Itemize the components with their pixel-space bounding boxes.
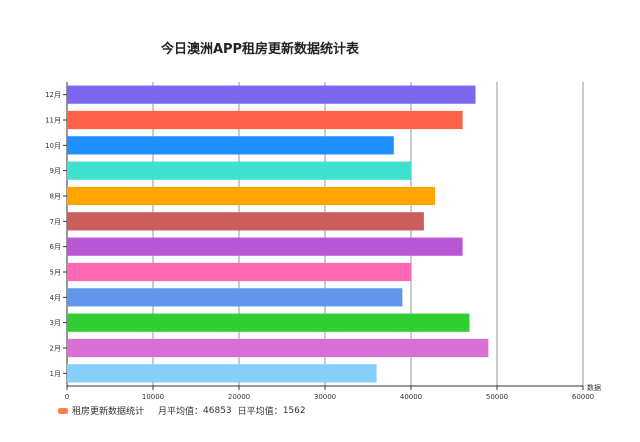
x-axis-label: 数据 bbox=[587, 383, 601, 392]
x-tick-label: 60000 bbox=[572, 393, 594, 401]
legend: 租房更新数据统计 月平均值： 46853 日平均值： 1562 bbox=[58, 404, 306, 417]
daily-avg-value: 1562 bbox=[282, 405, 306, 416]
y-tick-label: 7月 bbox=[50, 218, 61, 226]
y-tick-label: 6月 bbox=[50, 243, 61, 251]
y-tick-label: 11月 bbox=[45, 117, 61, 125]
bar-9[interactable] bbox=[67, 161, 411, 180]
bar-8[interactable] bbox=[67, 186, 436, 206]
x-tick-label: 10000 bbox=[142, 393, 164, 401]
monthly-avg-value: 46853 bbox=[203, 405, 232, 416]
bar-2[interactable] bbox=[67, 338, 489, 358]
y-tick-label: 3月 bbox=[50, 319, 61, 327]
y-tick-label: 12月 bbox=[45, 91, 61, 99]
bar-3[interactable] bbox=[67, 313, 470, 332]
y-tick-label: 8月 bbox=[50, 193, 61, 201]
x-tick-label: 20000 bbox=[228, 393, 250, 401]
y-tick-label: 10月 bbox=[45, 142, 61, 150]
y-tick-label: 4月 bbox=[50, 294, 61, 302]
daily-avg-label: 日平均值： bbox=[237, 407, 283, 417]
x-tick-label: 30000 bbox=[314, 393, 336, 401]
legend-swatch bbox=[58, 407, 68, 414]
bar-12[interactable] bbox=[67, 85, 476, 104]
x-tick-label: 0 bbox=[65, 393, 69, 401]
bar-1[interactable] bbox=[67, 364, 377, 383]
y-tick-label: 2月 bbox=[50, 345, 61, 353]
legend-label[interactable]: 租房更新数据统计 bbox=[72, 407, 145, 417]
bar-10[interactable] bbox=[67, 136, 394, 155]
y-tick-label: 1月 bbox=[50, 370, 61, 378]
bar-11[interactable] bbox=[67, 110, 463, 130]
bar-4[interactable] bbox=[67, 288, 403, 307]
x-tick-label: 50000 bbox=[486, 393, 508, 401]
bar-6[interactable] bbox=[67, 237, 463, 256]
bar-7[interactable] bbox=[67, 212, 424, 231]
y-tick-label: 5月 bbox=[50, 269, 61, 277]
y-tick-label: 9月 bbox=[50, 167, 61, 175]
chart-title: 今日澳洲APP租房更新数据统计表 bbox=[160, 42, 360, 57]
monthly-avg-label: 月平均值： bbox=[158, 407, 204, 417]
x-tick-label: 40000 bbox=[400, 393, 422, 401]
bar-5[interactable] bbox=[67, 262, 411, 282]
